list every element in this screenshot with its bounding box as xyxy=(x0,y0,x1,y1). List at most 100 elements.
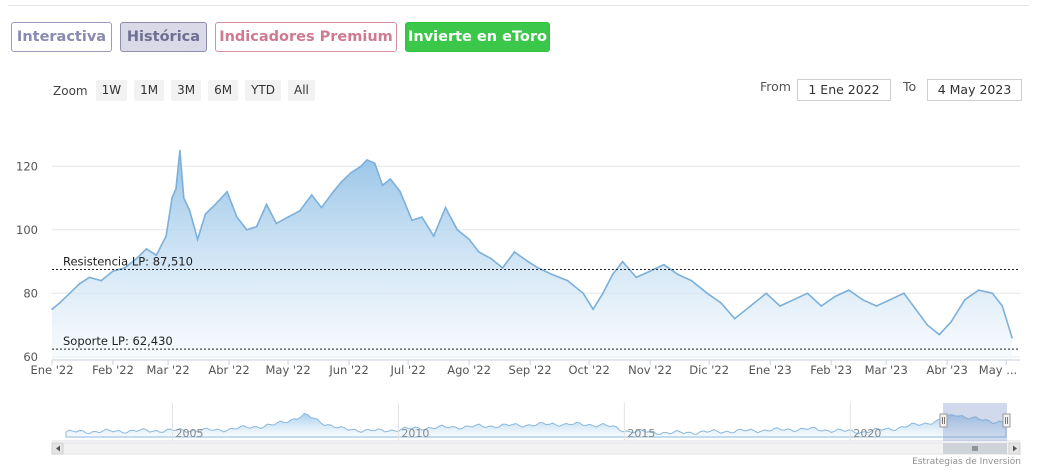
data-point xyxy=(765,292,767,295)
chevron-right-icon xyxy=(1013,445,1017,452)
data-point xyxy=(68,292,71,295)
data-point xyxy=(676,273,679,276)
data-point xyxy=(155,254,158,257)
y-tick-label: 100 xyxy=(16,223,38,237)
series-points xyxy=(51,149,1013,339)
x-tick-label: Ene '23 xyxy=(749,363,792,377)
data-point xyxy=(145,248,148,250)
data-point xyxy=(320,206,323,209)
data-point xyxy=(183,197,185,199)
data-point xyxy=(478,251,480,253)
scrollbar[interactable] xyxy=(51,442,1021,455)
data-point xyxy=(399,190,402,193)
navigator-x-axis: 2005 2010 2015 2020 xyxy=(171,403,881,441)
data-point xyxy=(950,321,952,323)
x-tick-label: Mar '22 xyxy=(147,363,190,377)
invierte-etoro-button[interactable]: Invierte en eToro xyxy=(405,22,550,52)
data-point xyxy=(456,228,459,231)
data-point xyxy=(188,209,191,212)
data-point xyxy=(602,292,604,295)
data-point xyxy=(373,162,376,164)
data-point xyxy=(635,276,638,279)
scroll-left-button[interactable] xyxy=(51,442,64,455)
scroll-right-button[interactable] xyxy=(1008,442,1021,455)
data-point xyxy=(566,279,569,282)
y-axis: 60 80 100 120 xyxy=(16,159,38,364)
data-point xyxy=(964,298,966,301)
data-point xyxy=(875,305,878,307)
data-point xyxy=(550,273,553,276)
data-point xyxy=(903,292,905,295)
plot-lines: Resistencia LP: 87,510 Soporte LP: 62,430 xyxy=(52,254,1020,350)
data-point xyxy=(706,292,708,295)
zoom-6m-button[interactable]: 6M xyxy=(208,80,239,101)
data-point xyxy=(820,305,823,307)
data-point xyxy=(332,190,335,193)
data-point xyxy=(421,216,423,218)
x-tick-label: Ene '22 xyxy=(30,363,73,377)
data-point xyxy=(501,267,504,269)
to-date-input[interactable]: 4 May 2023 xyxy=(927,79,1022,101)
data-point xyxy=(834,295,836,298)
data-point xyxy=(733,317,736,320)
data-point xyxy=(513,251,516,253)
data-point xyxy=(245,228,248,231)
y-tick-label: 60 xyxy=(23,350,38,364)
data-point xyxy=(806,292,809,295)
zoom-label: Zoom xyxy=(53,83,88,98)
data-point xyxy=(236,216,238,218)
x-tick-label: Feb '22 xyxy=(92,363,134,377)
data-point xyxy=(779,305,781,307)
tab-historica[interactable]: Histórica xyxy=(120,22,207,52)
data-point xyxy=(889,298,891,301)
zoom-1w-button[interactable]: 1W xyxy=(95,80,128,101)
data-point xyxy=(489,257,492,260)
scrollbar-track[interactable] xyxy=(51,442,1021,455)
zoom-1m-button[interactable]: 1M xyxy=(134,80,165,101)
scrollbar-thumb[interactable] xyxy=(943,443,1007,454)
navigator-right-handle[interactable] xyxy=(1002,413,1011,428)
data-point xyxy=(310,194,313,196)
data-point xyxy=(350,171,352,174)
x-tick-label: Abr '23 xyxy=(927,363,968,377)
data-point xyxy=(135,257,138,260)
tab-indicadores-premium[interactable]: Indicadores Premium xyxy=(215,22,397,52)
data-point xyxy=(204,213,207,215)
data-point xyxy=(749,305,752,307)
data-point xyxy=(991,292,994,295)
zoom-ytd-button[interactable]: YTD xyxy=(245,80,281,101)
plot-line-label: Resistencia LP: 87,510 xyxy=(63,254,193,268)
zoom-all-button[interactable]: All xyxy=(288,80,315,101)
navigator-left-handle[interactable] xyxy=(939,413,948,428)
data-point xyxy=(537,267,539,269)
data-point xyxy=(112,270,114,272)
y-gridlines xyxy=(52,165,1020,358)
navigator-series-area xyxy=(65,412,1007,438)
data-point xyxy=(51,308,53,310)
x-axis: Ene '22 Feb '22 Mar '22 Abr '22 May '22 Jun '… xyxy=(30,360,1017,377)
x-tick-label: Ago '22 xyxy=(447,363,491,377)
data-point xyxy=(265,203,268,206)
data-point xyxy=(299,209,301,212)
data-point xyxy=(848,289,850,291)
data-point xyxy=(977,289,980,291)
data-point xyxy=(411,219,413,222)
navigator-selected-range[interactable] xyxy=(943,403,1007,441)
data-point xyxy=(196,238,199,241)
chart-credit: Estrategias de Inversión xyxy=(912,457,1021,467)
data-point xyxy=(171,197,173,199)
top-divider xyxy=(8,5,1029,6)
data-point xyxy=(165,235,167,237)
data-point xyxy=(255,225,258,228)
data-point xyxy=(179,149,181,152)
data-point xyxy=(690,279,693,282)
from-date-input[interactable]: 1 Ene 2022 xyxy=(797,79,891,101)
x-tick-label: Jun '22 xyxy=(328,363,368,377)
to-label: To xyxy=(903,79,917,94)
zoom-selector: Zoom 1W 1M 3M 6M YTD All xyxy=(53,80,322,101)
tab-interactiva[interactable]: Interactiva xyxy=(11,22,112,52)
data-point xyxy=(444,206,447,209)
data-point xyxy=(663,263,665,266)
data-point xyxy=(432,235,435,237)
zoom-3m-button[interactable]: 3M xyxy=(171,80,202,101)
